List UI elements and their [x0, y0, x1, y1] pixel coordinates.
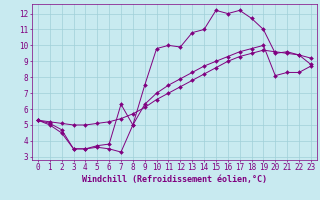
X-axis label: Windchill (Refroidissement éolien,°C): Windchill (Refroidissement éolien,°C): [82, 175, 267, 184]
